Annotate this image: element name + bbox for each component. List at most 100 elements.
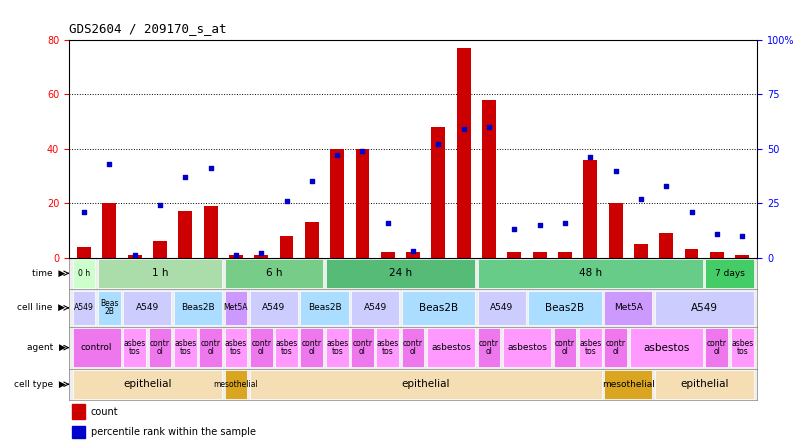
Bar	[279, 236, 293, 258]
Bar	[478, 290, 526, 325]
Point	[204, 165, 217, 172]
Bar	[507, 252, 522, 258]
Bar	[629, 329, 703, 367]
Text: asbes
tos: asbes tos	[579, 339, 601, 356]
Text: contr
ol: contr ol	[251, 339, 271, 356]
Text: contr
ol: contr ol	[150, 339, 170, 356]
Bar	[148, 329, 172, 367]
Bar	[608, 203, 623, 258]
Bar	[229, 255, 243, 258]
Bar	[377, 329, 399, 367]
Bar	[249, 370, 602, 399]
Point	[457, 126, 470, 133]
Bar	[710, 252, 724, 258]
Bar	[174, 290, 222, 325]
Bar	[402, 329, 424, 367]
Bar	[73, 259, 96, 288]
Bar	[478, 259, 703, 288]
Bar	[351, 329, 374, 367]
Point	[533, 222, 546, 229]
Bar	[634, 244, 648, 258]
Text: Beas2B: Beas2B	[181, 303, 215, 312]
Point	[229, 252, 242, 259]
Text: asbestos: asbestos	[507, 343, 547, 352]
Bar	[301, 290, 348, 325]
Text: contr
ol: contr ol	[707, 339, 727, 356]
Bar	[326, 259, 475, 288]
Bar	[528, 290, 602, 325]
Point	[153, 202, 166, 209]
Point	[356, 147, 369, 155]
Bar	[351, 290, 399, 325]
Text: contr
ol: contr ol	[302, 339, 322, 356]
Point	[735, 232, 748, 239]
Bar	[305, 222, 319, 258]
Bar	[249, 329, 273, 367]
Bar	[558, 252, 572, 258]
Bar	[174, 329, 197, 367]
Text: A549: A549	[74, 303, 94, 312]
Bar	[356, 149, 369, 258]
Bar	[224, 290, 247, 325]
Text: Beas
2B: Beas 2B	[100, 299, 118, 317]
Bar	[735, 255, 749, 258]
Point	[659, 182, 672, 189]
Bar	[326, 329, 348, 367]
Bar	[659, 233, 673, 258]
Point	[179, 174, 192, 181]
Text: A549: A549	[136, 303, 159, 312]
Bar	[72, 404, 85, 419]
Bar	[427, 329, 475, 367]
Bar	[654, 290, 753, 325]
Bar	[579, 329, 602, 367]
Text: 7 days: 7 days	[714, 269, 744, 278]
Text: Met5A: Met5A	[614, 303, 642, 312]
Text: asbes
tos: asbes tos	[275, 339, 297, 356]
Point	[508, 226, 521, 233]
Bar	[72, 426, 85, 438]
Bar	[330, 149, 344, 258]
Bar	[503, 329, 551, 367]
Bar	[203, 206, 218, 258]
Bar	[432, 127, 446, 258]
Text: asbes
tos: asbes tos	[731, 339, 753, 356]
Point	[280, 198, 293, 205]
Bar	[604, 290, 652, 325]
Bar	[301, 329, 323, 367]
Text: epithelial: epithelial	[402, 379, 450, 389]
Bar	[706, 259, 753, 288]
Point	[103, 160, 116, 167]
Bar	[178, 211, 192, 258]
Text: GDS2604 / 209170_s_at: GDS2604 / 209170_s_at	[69, 23, 226, 36]
Point	[710, 230, 723, 237]
Text: Beas2B: Beas2B	[545, 303, 585, 313]
Point	[330, 152, 343, 159]
Point	[78, 208, 91, 215]
Bar	[123, 290, 172, 325]
Bar	[102, 203, 117, 258]
Text: Beas2B: Beas2B	[308, 303, 341, 312]
Bar	[224, 259, 323, 288]
Text: asbes
tos: asbes tos	[124, 339, 146, 356]
Point	[558, 219, 571, 226]
Text: epithelial: epithelial	[123, 379, 172, 389]
Bar	[98, 259, 222, 288]
Point	[609, 167, 622, 174]
Text: asbes
tos: asbes tos	[326, 339, 348, 356]
Point	[432, 141, 445, 148]
Text: percentile rank within the sample: percentile rank within the sample	[91, 427, 256, 437]
Text: A549: A549	[490, 303, 514, 312]
Bar	[73, 370, 222, 399]
Bar	[706, 329, 728, 367]
Bar	[73, 290, 96, 325]
Bar	[123, 329, 146, 367]
Bar	[199, 329, 222, 367]
Text: 0 h: 0 h	[78, 269, 90, 278]
Text: 48 h: 48 h	[578, 268, 602, 278]
Text: cell type  ▶: cell type ▶	[14, 380, 66, 389]
Text: time  ▶: time ▶	[32, 269, 66, 278]
Bar	[98, 290, 121, 325]
Bar	[731, 329, 753, 367]
Bar	[654, 370, 753, 399]
Bar	[478, 329, 501, 367]
